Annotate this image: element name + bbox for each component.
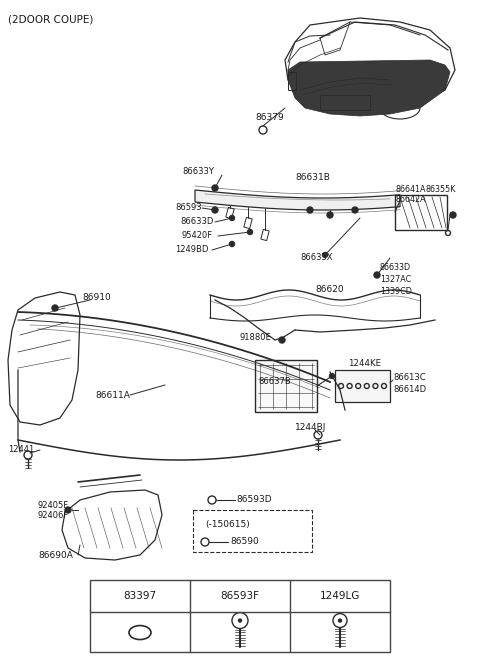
Text: 86631B: 86631B <box>295 174 330 183</box>
Circle shape <box>52 305 58 311</box>
Circle shape <box>248 230 252 234</box>
Bar <box>90 580 390 652</box>
Text: 86620: 86620 <box>315 286 344 294</box>
Circle shape <box>329 374 335 378</box>
Text: 12441: 12441 <box>8 446 34 455</box>
Text: 1244BJ: 1244BJ <box>295 424 326 432</box>
Text: 86593F: 86593F <box>220 591 260 601</box>
Text: 92406F: 92406F <box>38 512 69 521</box>
Bar <box>320 95 370 110</box>
Text: 86614D: 86614D <box>393 385 426 395</box>
Text: 86593: 86593 <box>175 203 202 213</box>
Text: 86635X: 86635X <box>300 253 333 263</box>
Polygon shape <box>195 190 400 210</box>
Text: 1327AC: 1327AC <box>380 275 411 284</box>
Text: 86633Y: 86633Y <box>182 168 214 176</box>
Circle shape <box>307 207 313 213</box>
Text: 83397: 83397 <box>123 591 156 601</box>
Text: (2DOOR COUPE): (2DOOR COUPE) <box>8 14 94 24</box>
Circle shape <box>212 207 218 213</box>
Circle shape <box>279 337 285 343</box>
Circle shape <box>374 272 380 278</box>
Circle shape <box>338 619 341 622</box>
Text: 1249LG: 1249LG <box>320 591 360 601</box>
Text: 86690A: 86690A <box>38 550 73 560</box>
Text: 86633D: 86633D <box>380 263 411 273</box>
Text: 95420F: 95420F <box>182 232 213 240</box>
Text: 86910: 86910 <box>82 294 111 302</box>
Bar <box>335 370 390 402</box>
Text: 86633D: 86633D <box>180 218 214 226</box>
Circle shape <box>65 507 71 513</box>
Bar <box>288 72 296 90</box>
Text: 86611A: 86611A <box>95 391 130 399</box>
Bar <box>395 195 447 230</box>
Text: 86641A: 86641A <box>395 185 425 193</box>
Text: 86642A: 86642A <box>395 195 426 205</box>
Text: (-150615): (-150615) <box>205 521 250 529</box>
Circle shape <box>450 212 456 218</box>
Text: 86613C: 86613C <box>393 374 426 383</box>
Text: 86637B: 86637B <box>258 378 291 387</box>
Circle shape <box>239 619 241 622</box>
Text: 86593D: 86593D <box>236 496 272 504</box>
Text: 86379: 86379 <box>255 114 284 123</box>
Circle shape <box>352 207 358 213</box>
Text: 86590: 86590 <box>230 537 259 546</box>
Text: 92405F: 92405F <box>38 500 69 510</box>
Circle shape <box>229 242 235 246</box>
Circle shape <box>327 212 333 218</box>
Text: 1339CD: 1339CD <box>380 288 412 296</box>
Circle shape <box>229 216 235 220</box>
Text: 1249BD: 1249BD <box>175 246 208 255</box>
Polygon shape <box>288 60 450 116</box>
Bar <box>255 360 317 412</box>
Text: 91880E: 91880E <box>240 333 272 343</box>
Circle shape <box>212 185 218 191</box>
Circle shape <box>323 253 327 257</box>
Text: 1244KE: 1244KE <box>348 360 381 368</box>
Text: 86355K: 86355K <box>425 185 456 193</box>
